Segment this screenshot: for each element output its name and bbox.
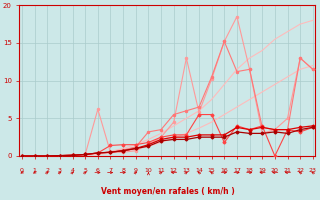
X-axis label: Vent moyen/en rafales ( km/h ): Vent moyen/en rafales ( km/h ): [100, 187, 234, 196]
